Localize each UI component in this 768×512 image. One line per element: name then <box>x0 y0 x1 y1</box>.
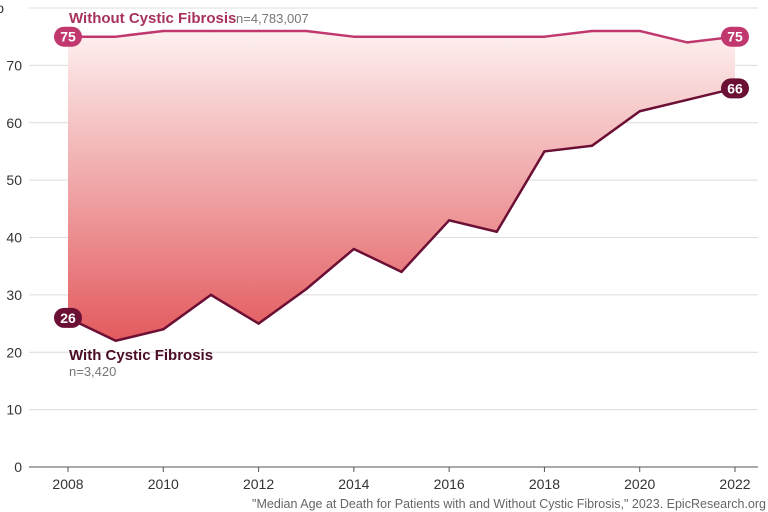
with-series-count: n=3,420 <box>69 364 116 379</box>
with-cf-point-2020 <box>638 110 641 113</box>
x-tick-label-2022: 2022 <box>719 476 750 492</box>
without-cf-start-badge-label: 75 <box>60 29 76 45</box>
y-tick-label-10: 10 <box>6 402 22 418</box>
without-cf-end-badge: 75 <box>721 26 749 47</box>
with-cf-point-2015 <box>400 270 403 274</box>
y-tick-label-0: 0 <box>14 459 22 475</box>
with-cf-point-2016 <box>447 219 451 222</box>
without-cf-point-2012 <box>257 29 260 33</box>
without-series-title: Without Cystic Fibrosis <box>69 10 236 27</box>
y-tick-label-80: 80 yo <box>0 0 4 16</box>
source-note: "Median Age at Death for Patients with a… <box>252 497 766 511</box>
without-series-count: n=4,783,007 <box>236 11 309 26</box>
without-cf-point-2018 <box>543 35 546 38</box>
y-tick-label-20: 20 <box>6 344 22 360</box>
with-cf-start-badge: 26 <box>54 307 82 328</box>
with-cf-point-2010 <box>162 328 165 331</box>
without-cf-end-badge-label: 75 <box>727 29 743 45</box>
y-tick-label-40: 40 <box>6 230 22 246</box>
with-cf-point-2014 <box>352 247 356 251</box>
without-cf-point-2021 <box>686 41 689 44</box>
x-tick-label-2020: 2020 <box>624 476 655 492</box>
y-axis-ticks: 0 10 20 30 40 50 60 70 80 yo <box>0 0 22 475</box>
x-tick-label-2012: 2012 <box>243 476 274 492</box>
y-tick-label-30: 30 <box>6 287 22 303</box>
without-cf-point-2016 <box>447 35 451 38</box>
with-cf-point-2012 <box>257 322 260 325</box>
series-lines <box>66 29 737 343</box>
with-cf-point-2013 <box>305 287 308 291</box>
y-tick-label-70: 70 <box>6 57 22 73</box>
x-tick-label-2016: 2016 <box>434 476 465 492</box>
with-cf-point-2011 <box>209 293 213 297</box>
without-cf-point-2009 <box>114 35 117 38</box>
x-tick-label-2008: 2008 <box>52 476 83 492</box>
without-cf-start-badge-bg <box>54 26 82 47</box>
with-cf-point-2019 <box>590 144 594 147</box>
x-tick-label-2014: 2014 <box>338 476 369 492</box>
gap-area <box>68 30 735 341</box>
without-cf-point-2020 <box>638 29 641 33</box>
with-cf-end-badge: 66 <box>721 78 749 99</box>
without-cf-end-badge-bg <box>721 26 749 47</box>
with-cf-end-badge-bg <box>721 78 749 99</box>
without-cf-point-2019 <box>590 29 594 33</box>
with-series-title: With Cystic Fibrosis <box>69 347 213 364</box>
x-tick-label-2010: 2010 <box>148 476 179 492</box>
without-cf-point-2015 <box>400 35 403 38</box>
x-tick-label-2018: 2018 <box>529 476 560 492</box>
with-cf-start-badge-label: 26 <box>60 310 76 326</box>
x-axis-ticks: 2008 2010 2012 2014 2016 2018 2020 2022 <box>52 467 751 492</box>
without-cf-point-2017 <box>495 35 498 38</box>
value-badges: 75 75 26 66 <box>54 26 749 328</box>
without-cf-point-2011 <box>209 29 213 33</box>
with-cf-point-2018 <box>543 150 546 153</box>
without-cf-start-badge: 75 <box>54 26 82 47</box>
with-cf-point-2009 <box>114 339 117 342</box>
y-tick-label-60: 60 <box>6 115 22 131</box>
with-cf-point-2017 <box>495 230 498 233</box>
without-cf-point-2010 <box>162 29 165 33</box>
with-cf-start-badge-bg <box>54 307 82 328</box>
without-cf-point-2014 <box>352 35 356 38</box>
without-cf-point-2013 <box>305 29 308 33</box>
y-tick-label-50: 50 <box>6 172 22 188</box>
with-cf-end-badge-label: 66 <box>727 80 743 96</box>
with-cf-point-2021 <box>686 98 689 102</box>
